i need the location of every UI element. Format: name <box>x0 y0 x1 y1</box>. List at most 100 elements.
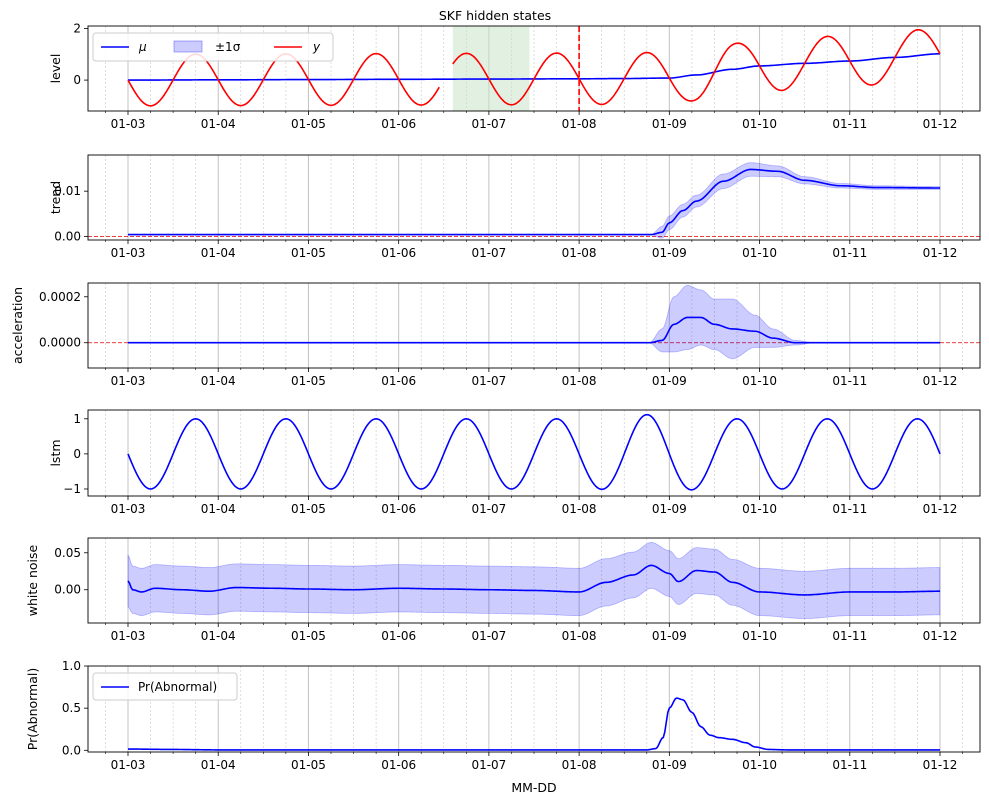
x-tick-label: 01-10 <box>742 629 777 643</box>
x-tick-label: 01-07 <box>471 374 506 388</box>
plot-area <box>105 26 963 111</box>
x-tick-label: 01-03 <box>111 502 146 516</box>
panel-lstm: 01-03 01-04 01-05 01-06 01-07 01-08 01-09 01-10… <box>48 409 981 516</box>
x-tick-label: 01-12 <box>923 502 958 516</box>
x-tick-label: 01-12 <box>923 246 958 260</box>
sigma-band <box>127 542 941 619</box>
y-tick-label: 1.0 <box>62 659 81 673</box>
x-tick-label: 01-10 <box>742 758 777 772</box>
x-tick-label: 01-10 <box>742 374 777 388</box>
x-tick-label: 01-05 <box>291 246 326 260</box>
x-tick-label: 01-05 <box>291 117 326 131</box>
y-tick-label: 0.05 <box>54 546 81 560</box>
x-tick-label: 01-09 <box>652 117 687 131</box>
legend-label: ±1σ <box>215 40 241 54</box>
x-tick-label: 01-06 <box>381 758 416 772</box>
x-tick-label: 01-06 <box>381 374 416 388</box>
x-tick-label: 01-04 <box>201 629 236 643</box>
legend-box <box>92 672 238 701</box>
x-tick-label: 01-06 <box>381 629 416 643</box>
x-tick-label: 01-10 <box>742 117 777 131</box>
figure-title: SKF hidden states <box>439 8 551 23</box>
x-tick-label: 01-09 <box>652 629 687 643</box>
x-tick-label: 01-07 <box>471 758 506 772</box>
x-tick-label: 01-11 <box>832 374 867 388</box>
y-tick-label: 2 <box>73 22 81 36</box>
x-tick-label: 01-03 <box>111 758 146 772</box>
x-tick-label: 01-11 <box>832 629 867 643</box>
plot-area <box>105 538 963 623</box>
x-tick-label: 01-12 <box>923 374 958 388</box>
x-tick-label: 01-09 <box>652 758 687 772</box>
panel-pr_abnormal: 01-03 01-04 01-05 01-06 01-07 01-08 01-09 01-10… <box>25 659 981 772</box>
legend: μ ±1σ y <box>92 32 334 62</box>
y-tick-label: 0.0002 <box>39 290 81 304</box>
x-tick-label: 01-08 <box>562 374 597 388</box>
y-axis-label: acceleration <box>10 287 25 364</box>
y-tick-label: 0.00 <box>54 583 81 597</box>
y-axis-label: trend <box>48 181 63 214</box>
legend-label: Pr(Abnormal) <box>138 680 217 694</box>
x-tick-label: 01-05 <box>291 629 326 643</box>
chart-panels: 01-03 01-04 01-05 01-06 01-07 01-08 01-09 01-10… <box>10 22 981 772</box>
x-tick-label: 01-04 <box>201 758 236 772</box>
x-tick-label: 01-11 <box>832 502 867 516</box>
shaded-window <box>452 26 530 111</box>
x-tick-label: 01-06 <box>381 117 416 131</box>
y-tick-label: 0.01 <box>54 184 81 198</box>
series-line-mean <box>128 168 941 236</box>
x-tick-label: 01-08 <box>562 629 597 643</box>
y-axis-label: lstm <box>48 439 63 466</box>
plot-area <box>88 283 980 368</box>
x-tick-label: 01-11 <box>832 758 867 772</box>
x-tick-label: 01-12 <box>923 629 958 643</box>
x-tick-label: 01-05 <box>291 758 326 772</box>
x-tick-label: 01-04 <box>201 117 236 131</box>
x-tick-label: 01-07 <box>471 246 506 260</box>
x-tick-label: 01-03 <box>111 629 146 643</box>
x-tick-label: 01-04 <box>201 502 236 516</box>
plot-area <box>105 410 963 496</box>
x-tick-label: 01-08 <box>562 758 597 772</box>
y-tick-label: 1 <box>73 412 81 426</box>
x-tick-label: 01-09 <box>652 246 687 260</box>
panel-acceleration: 01-03 01-04 01-05 01-06 01-07 01-08 01-09 01-10… <box>10 282 981 388</box>
x-tick-label: 01-06 <box>381 246 416 260</box>
y-tick-label: 0 <box>73 73 81 87</box>
panel-trend: 01-03 01-04 01-05 01-06 01-07 01-08 01-09 01-10… <box>48 154 981 260</box>
x-tick-label: 01-07 <box>471 117 506 131</box>
y-tick-label: 0.00 <box>54 229 81 243</box>
legend-box <box>92 32 334 62</box>
x-tick-label: 01-08 <box>562 117 597 131</box>
y-axis-label: Pr(Abnormal) <box>25 668 40 751</box>
y-axis-label: white noise <box>25 544 40 616</box>
plot-area <box>105 666 963 752</box>
y-tick-label: 0 <box>73 447 81 461</box>
x-tick-label: 01-04 <box>201 246 236 260</box>
series-line-mean <box>127 564 940 596</box>
x-tick-label: 01-05 <box>291 502 326 516</box>
y-tick-label: 0.5 <box>62 701 81 715</box>
legend: Pr(Abnormal) <box>92 672 238 701</box>
x-tick-label: 01-09 <box>652 502 687 516</box>
series-line-mean <box>128 316 940 344</box>
x-tick-label: 01-05 <box>291 374 326 388</box>
x-tick-label: 01-12 <box>923 758 958 772</box>
x-tick-label: 01-10 <box>742 502 777 516</box>
series-line-mean <box>127 413 941 491</box>
plot-area <box>88 155 980 240</box>
x-tick-label: 01-08 <box>562 502 597 516</box>
x-axis-label: MM-DD <box>511 780 556 795</box>
x-tick-label: 01-11 <box>832 246 867 260</box>
legend-label: μ <box>138 40 147 54</box>
x-tick-label: 01-04 <box>201 374 236 388</box>
y-tick-label: 0.0 <box>62 743 81 757</box>
x-tick-label: 01-03 <box>111 117 146 131</box>
x-tick-label: 01-08 <box>562 246 597 260</box>
y-tick-label: −1 <box>63 482 81 496</box>
x-tick-label: 01-07 <box>471 502 506 516</box>
y-axis-label: level <box>48 54 63 84</box>
legend-label: y <box>312 40 321 54</box>
x-tick-label: 01-03 <box>111 246 146 260</box>
